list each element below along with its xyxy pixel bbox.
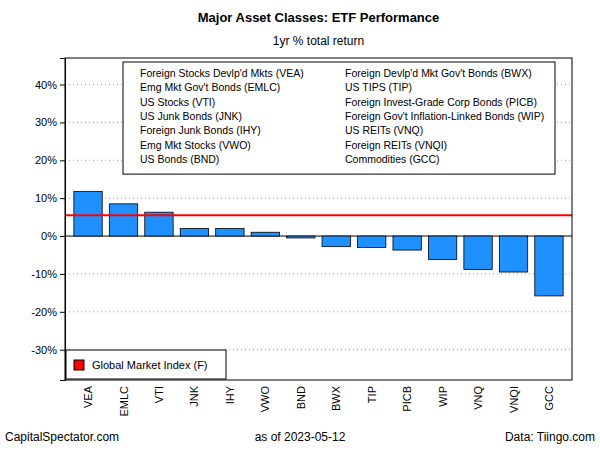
bar	[393, 236, 421, 250]
annotation: US Bonds (BND)	[140, 153, 219, 165]
bar	[322, 236, 350, 247]
x-tick-label: TIP	[366, 386, 378, 403]
bar	[74, 191, 102, 236]
x-axis: VEA EMLC VTI JNK IHY VWO BND BWX TIP PICB WIP VNQ VN…	[82, 385, 555, 416]
y-tick: -30%	[31, 344, 65, 356]
y-tick-mark	[60, 274, 65, 275]
y-tick: 30%	[35, 116, 65, 128]
footer: Data: Tiingo.com	[505, 430, 595, 444]
bar	[109, 204, 137, 236]
footer: CapitalSpectator.com	[5, 430, 119, 444]
y-tick: 10%	[35, 192, 65, 204]
plot-frame	[65, 58, 572, 380]
y-tick-label: 30%	[35, 116, 57, 128]
y-tick: 0%	[41, 230, 65, 242]
bar	[358, 236, 386, 247]
annotation: Foreign Devlp'd Mkt Gov't Bonds (BWX)	[345, 67, 532, 79]
annotation: Foreign REITs (VNQI)	[345, 139, 447, 151]
annotation: US REITs (VNQ)	[345, 124, 423, 136]
y-tick-mark	[60, 122, 65, 123]
annotation: Foreign Invest-Grade Corp Bonds (PICB)	[345, 96, 537, 108]
bar	[287, 236, 315, 238]
grid-line	[65, 198, 572, 199]
y-tick-label: -10%	[31, 268, 57, 280]
legend-label: Global Market Index (F)	[92, 359, 208, 371]
x-tick-label: EMLC	[118, 386, 130, 417]
y-tick-mark	[60, 350, 65, 351]
annotation-box	[123, 62, 555, 174]
annotation: Foreign Junk Bonds (IHY)	[140, 124, 261, 136]
x-tick-label: PICB	[401, 386, 413, 412]
legend: Global Market Index (F)	[66, 350, 226, 379]
y-tick-mark	[60, 312, 65, 313]
y-axis-line	[60, 59, 66, 381]
y-tick-mark	[60, 85, 65, 86]
y-tick-label: 10%	[35, 192, 57, 204]
y-tick-label: 40%	[35, 79, 57, 91]
footer: as of 2023-05-12	[255, 430, 346, 444]
legend-swatch	[74, 360, 84, 370]
bar	[216, 228, 244, 236]
annotation: Commodities (GCC)	[345, 153, 440, 165]
x-tick-label: VNQI	[508, 386, 520, 413]
annotation: Foreign Gov't Inflation-Linked Bonds (WI…	[345, 110, 544, 122]
annotation: US TIPS (TIP)	[345, 81, 412, 93]
annotation: US Junk Bonds (JNK)	[140, 110, 242, 122]
annotation: Emg Mkt Gov't Bonds (EMLC)	[140, 81, 280, 93]
y-tick-label: 20%	[35, 154, 57, 166]
bar	[251, 232, 279, 236]
x-tick-label: JNK	[188, 385, 200, 406]
subtitle: 1yr % total return	[273, 34, 364, 48]
plot-area	[65, 191, 572, 296]
y-tick: -20%	[31, 306, 65, 318]
reference-line	[65, 214, 572, 216]
y-tick-label: -30%	[31, 344, 57, 356]
y-tick: 40%	[35, 79, 65, 91]
zero-line	[65, 236, 572, 237]
y-tick: -10%	[31, 268, 65, 280]
y-tick-mark	[60, 198, 65, 199]
bar	[464, 236, 492, 269]
x-tick-label: GCC	[543, 386, 555, 411]
bar	[535, 236, 563, 296]
x-tick-label: BWX	[330, 385, 342, 411]
annotation: Foreign Stocks Devlp'd Mkts (VEA)	[140, 67, 304, 79]
chart: Major Asset Classes: ETF Performance 1yr …	[0, 0, 600, 450]
x-tick-label: VTI	[153, 386, 165, 403]
y-tick: 20%	[35, 154, 65, 166]
annotation: Emg Mkt Stocks (VWO)	[140, 139, 251, 151]
grid-line	[65, 273, 572, 274]
bar	[180, 228, 208, 236]
grid-line	[65, 311, 572, 312]
bar	[499, 236, 527, 272]
title: Major Asset Classes: ETF Performance	[198, 10, 440, 25]
annotation: US Stocks (VTI)	[140, 96, 215, 108]
y-tick-mark	[60, 160, 65, 161]
x-tick-label: WIP	[437, 386, 449, 407]
y-tick-label: 0%	[41, 230, 57, 242]
x-tick-label: IHY	[224, 385, 236, 404]
y-axis: -30% -20% -10% 0% 10% 20% 30% 40%	[31, 59, 65, 381]
x-tick-label: BND	[295, 386, 307, 409]
x-tick-label: VEA	[82, 385, 94, 408]
legend-box	[66, 350, 226, 379]
bar	[428, 236, 456, 259]
x-tick-label: VWO	[259, 386, 271, 413]
y-tick-label: -20%	[31, 306, 57, 318]
y-tick-mark	[60, 236, 65, 237]
x-tick-label: VNQ	[472, 386, 484, 410]
